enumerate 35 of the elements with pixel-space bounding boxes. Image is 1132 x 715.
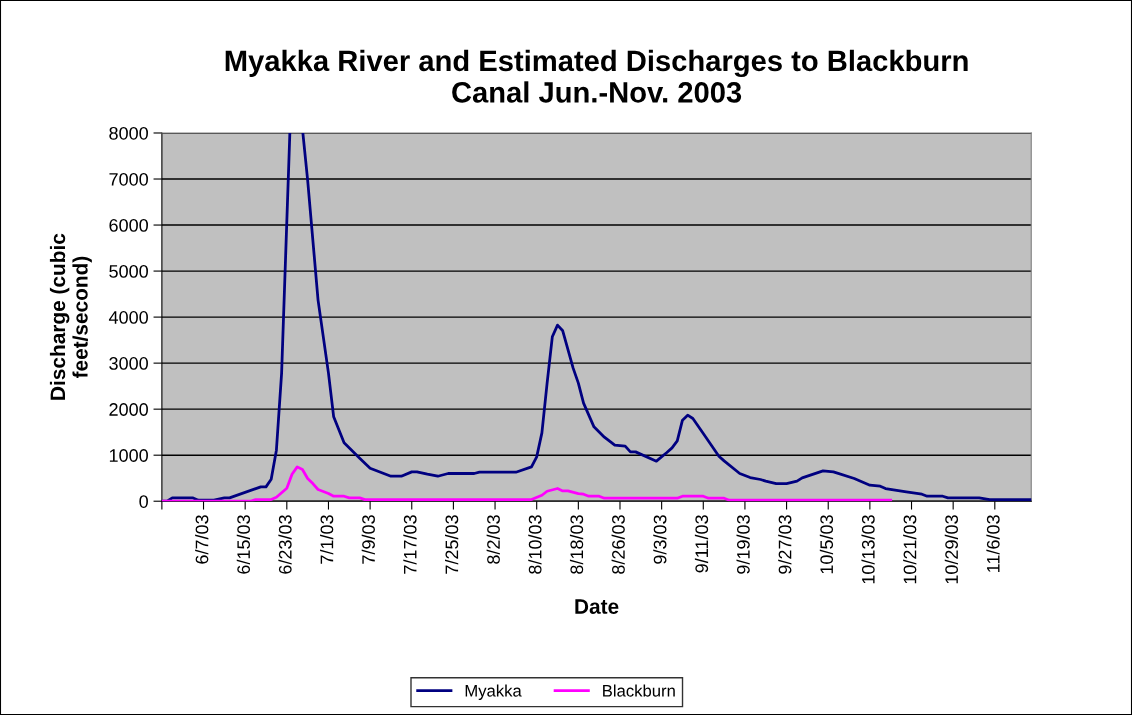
x-tick-label: 9/27/03: [778, 515, 792, 574]
y-tick-label: 6000: [109, 218, 148, 232]
y-tick-label: 7000: [109, 172, 148, 186]
x-tick-label: 6/7/03: [195, 515, 209, 564]
y-tick-label: 2000: [109, 403, 148, 416]
y-tick-label: 1000: [109, 449, 148, 462]
x-axis-title: Date: [575, 599, 619, 614]
x-tick-label: 8/18/03: [569, 515, 584, 574]
legend-label: Myakka: [465, 684, 522, 700]
x-tick-label: 10/29/03: [944, 515, 959, 584]
y-axis-title: Discharge (cubic feet/second): [49, 233, 92, 400]
x-tick-label: 7/9/03: [361, 515, 375, 564]
x-tick-label: 10/5/03: [819, 515, 834, 574]
x-tick-label: 9/19/03: [736, 515, 750, 574]
x-tick-label: 9/3/03: [653, 515, 667, 564]
line-series: [161, 465, 893, 502]
x-tick-label: 7/25/03: [444, 515, 459, 574]
x-tick-label: 6/15/03: [236, 515, 251, 574]
x-tick-label: 8/10/03: [528, 515, 542, 574]
y-tick-label: 5000: [109, 265, 148, 278]
x-tick-label: 11/6/03: [986, 515, 1000, 572]
x-tick-label: 10/21/03: [903, 515, 917, 584]
legend-label: Blackburn: [603, 684, 675, 697]
x-tick-label: 8/2/03: [486, 515, 500, 564]
x-tick-label: 9/11/03: [694, 515, 709, 573]
x-tick-label: 7/1/03: [320, 515, 334, 564]
y-tick-label: 4000: [108, 311, 148, 324]
x-tick-label: 8/26/03: [611, 515, 625, 574]
x-tick-label: 7/17/03: [403, 515, 417, 574]
y-tick-label: 0: [139, 495, 148, 508]
chart-title: Myakka River and Estimated Discharges to Blackburn Canal Jun.-Nov. 2003: [225, 49, 968, 103]
y-tick-label: 8000: [109, 126, 148, 140]
x-tick-label: 10/13/03: [861, 515, 875, 584]
y-tick-label: 3000: [109, 357, 148, 370]
x-tick-label: 6/23/03: [278, 515, 292, 574]
